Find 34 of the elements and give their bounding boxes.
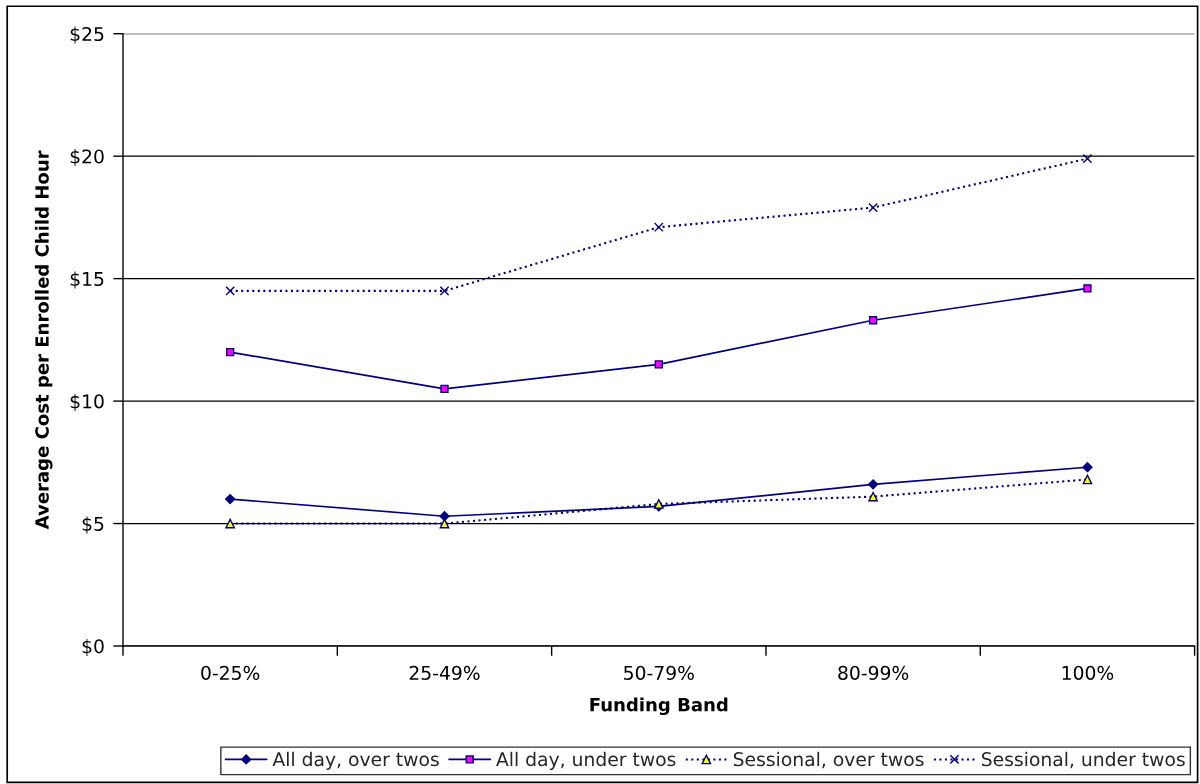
point bbox=[1083, 284, 1092, 293]
y-tick-label: $0 bbox=[82, 638, 104, 656]
point bbox=[1082, 153, 1093, 164]
point bbox=[1082, 474, 1093, 485]
x-tick-label: 25-49% bbox=[409, 665, 480, 680]
legend-label: Sessional, over twos bbox=[733, 751, 924, 769]
legend-label: All day, over twos bbox=[272, 751, 439, 770]
y-tick-label: $15 bbox=[70, 271, 104, 289]
legend-label: Sessional, under twos bbox=[981, 751, 1185, 769]
y-tick-label: $25 bbox=[70, 26, 104, 44]
x-tick-label: 50-79% bbox=[624, 665, 694, 680]
y-tick-label: $5 bbox=[82, 516, 104, 534]
point bbox=[1082, 462, 1093, 473]
point bbox=[225, 347, 235, 357]
legend-label: All day, under twos bbox=[496, 751, 676, 770]
x-tick-label: 80-99% bbox=[838, 665, 909, 680]
x-tick-label: 100% bbox=[1062, 665, 1114, 680]
point bbox=[868, 479, 879, 490]
point bbox=[225, 493, 236, 505]
y-tick-label: $10 bbox=[70, 393, 104, 411]
x-tick-label: 0-25% bbox=[201, 665, 260, 680]
point bbox=[653, 222, 664, 233]
point bbox=[439, 286, 450, 296]
point bbox=[440, 384, 449, 394]
point bbox=[654, 360, 663, 369]
point bbox=[868, 202, 878, 213]
point bbox=[225, 286, 236, 296]
y-tick-label: $20 bbox=[70, 149, 104, 167]
point bbox=[225, 518, 236, 529]
point bbox=[439, 511, 450, 522]
x-axis-title: Funding Band bbox=[590, 697, 728, 716]
point bbox=[868, 316, 878, 325]
y-axis-title: Average Cost per Enrolled Child Hour bbox=[34, 150, 53, 530]
point bbox=[868, 491, 878, 502]
